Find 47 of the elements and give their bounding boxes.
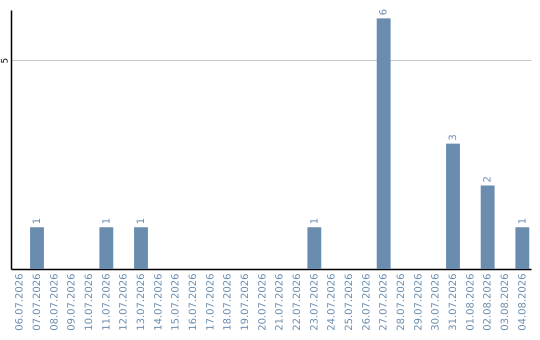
data-label: 1	[32, 218, 43, 224]
x-tick-label: 17.07.2026	[205, 274, 216, 331]
bar	[99, 227, 114, 269]
bar	[480, 185, 495, 269]
x-tick-label: 04.08.2026	[517, 274, 528, 331]
bar	[134, 227, 148, 269]
x-tick-label: 15.07.2026	[170, 274, 182, 331]
x-tick-label: 06.07.2026	[14, 274, 26, 331]
data-label: 6	[378, 8, 390, 16]
data-label: 2	[482, 176, 494, 182]
bar	[307, 227, 322, 269]
data-label: 1	[101, 218, 112, 224]
x-tick-label: 22.07.2026	[292, 274, 303, 331]
bar	[515, 227, 530, 269]
x-tick-label: 11.07.2026	[101, 274, 112, 331]
x-tick-label: 24.07.2026	[326, 274, 338, 331]
data-label: 1	[309, 218, 320, 224]
x-tick-label: 16.07.2026	[188, 274, 199, 331]
x-tick-label: 30.07.2026	[430, 274, 442, 331]
x-tick-label: 10.07.2026	[84, 274, 95, 331]
x-tick-label: 21.07.2026	[274, 274, 286, 331]
x-tick-label: 14.07.2026	[153, 274, 164, 331]
x-tick-label: 27.07.2026	[378, 274, 390, 331]
x-tick-label: 12.07.2026	[118, 274, 130, 331]
x-tick-label: 02.08.2026	[482, 274, 494, 331]
x-tick-label: 13.07.2026	[136, 274, 147, 331]
x-tick-label: 18.07.2026	[222, 274, 234, 331]
x-tick-label: 01.08.2026	[465, 274, 476, 331]
bar	[30, 227, 44, 269]
data-label: 3	[448, 134, 459, 141]
bar	[376, 18, 391, 269]
x-tick-label: 03.08.2026	[500, 274, 511, 331]
x-tick-label: 07.07.2026	[32, 274, 43, 331]
x-tick-label: 25.07.2026	[344, 274, 355, 331]
data-label: 1	[517, 218, 528, 224]
x-tick-label: 26.07.2026	[361, 274, 372, 331]
x-tick-label: 29.07.2026	[413, 274, 424, 331]
x-tick-label: 20.07.2026	[257, 274, 268, 331]
x-tick-label: 28.07.2026	[396, 274, 407, 331]
data-label: 1	[136, 218, 147, 224]
x-tick-label: 31.07.2026	[448, 274, 459, 331]
bar	[446, 144, 460, 269]
x-tick-label: 19.07.2026	[240, 274, 251, 331]
x-tick-label: 08.07.2026	[49, 274, 60, 331]
x-tick-label: 09.07.2026	[66, 274, 78, 331]
x-tick-label: 23.07.2026	[309, 274, 320, 331]
y-tick-label: 5	[0, 58, 10, 64]
